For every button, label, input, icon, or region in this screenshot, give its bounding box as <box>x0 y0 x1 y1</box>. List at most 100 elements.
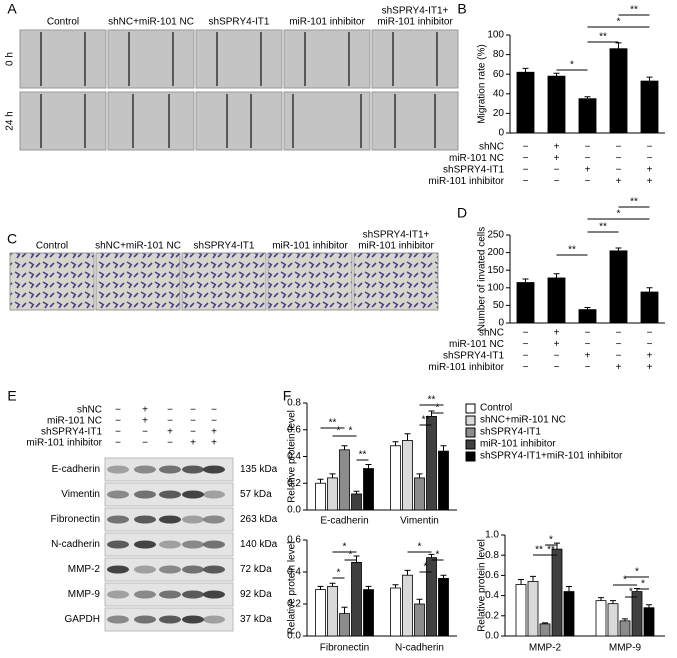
x-tick-label: MMP-2 <box>529 643 562 654</box>
treatment-sign: − <box>585 328 591 339</box>
bar <box>327 586 338 637</box>
treatment-sign: + <box>647 362 653 373</box>
treatment-sign: − <box>647 328 653 339</box>
y-tick-label: 0.4 <box>485 590 499 601</box>
treatment-sign: − <box>554 165 560 176</box>
treatment-sign: + <box>616 362 622 373</box>
treatment-sign: − <box>523 328 529 339</box>
blot-band <box>134 515 156 524</box>
legend-swatch <box>465 403 476 414</box>
column-label: shSPRY4-IT1 <box>194 241 255 252</box>
y-tick-label: 0.4 <box>287 451 301 462</box>
treatment-sign: − <box>115 438 121 449</box>
treatment-sign: + <box>554 153 560 164</box>
treatment-sign: − <box>554 362 560 373</box>
size-label: 37 kDa <box>240 614 272 625</box>
scratch-image <box>283 29 371 89</box>
bar <box>609 250 628 324</box>
error-bar <box>404 433 411 441</box>
treatment-sign: − <box>115 416 121 427</box>
treatment-sign: − <box>523 165 529 176</box>
y-axis-title: Relative protein level <box>477 539 488 632</box>
treatment-sign: − <box>554 176 560 187</box>
treatment-label: shNC <box>77 405 102 416</box>
legend-label: miR-101 inhibitor <box>480 439 556 450</box>
invasion-image <box>9 252 95 311</box>
blot-band <box>134 590 156 599</box>
blot-band <box>159 590 181 599</box>
significance-label: * <box>617 209 621 220</box>
y-tick-label: 0.6 <box>287 424 301 435</box>
significance-label: * <box>337 568 341 579</box>
treatment-sign: + <box>190 438 196 449</box>
protein-label: MMP-9 <box>68 589 101 600</box>
treatment-label: shSPRY4-IT1 <box>41 427 102 438</box>
y-tick-label: 0.2 <box>287 478 301 489</box>
size-label: 92 kDa <box>240 589 272 600</box>
treatment-label: shSPRY4-IT1 <box>443 351 504 362</box>
y-tick-label: 0.6 <box>287 535 301 546</box>
blot-band <box>203 540 225 549</box>
y-axis-title: Relative protein level <box>287 410 298 503</box>
treatment-sign: + <box>554 328 560 339</box>
significance-label: ** <box>630 197 638 208</box>
blot-band <box>182 590 204 599</box>
treatment-label: shNC <box>479 142 504 153</box>
bar <box>539 623 551 637</box>
bar <box>619 620 631 637</box>
y-tick-label: 100 <box>487 30 504 41</box>
treatment-sign: + <box>211 427 217 438</box>
column-label: Control <box>36 241 68 252</box>
treatment-sign: + <box>554 142 560 153</box>
treatment-sign: − <box>585 142 591 153</box>
y-tick-label: 60 <box>493 69 505 80</box>
invasion-image <box>181 252 267 311</box>
panel-label: E <box>7 388 16 404</box>
blot-band <box>203 465 225 474</box>
error-bar <box>317 585 324 590</box>
bar <box>578 309 597 324</box>
bar <box>515 584 527 637</box>
significance-label: ** <box>599 222 607 233</box>
blot-band <box>203 515 225 524</box>
legend-swatch <box>465 439 476 450</box>
column-label: miR-101 inhibitor <box>358 241 434 252</box>
bar <box>339 613 350 637</box>
y-tick-label: 200 <box>487 247 504 258</box>
significance-label: ** <box>428 395 436 406</box>
treatment-label: miR-101 inhibitor <box>26 438 102 449</box>
error-bar <box>329 582 336 587</box>
error-bar <box>392 584 399 588</box>
error-bar <box>365 464 372 469</box>
legend-swatch <box>465 427 476 438</box>
error-bar <box>646 76 653 82</box>
treatment-sign: + <box>167 427 173 438</box>
significance-label: * <box>623 575 627 586</box>
significance-label: * <box>436 550 440 561</box>
blot-band <box>134 465 156 474</box>
scratch-image <box>195 91 283 151</box>
treatment-sign: − <box>616 328 622 339</box>
error-bar <box>329 473 336 478</box>
x-tick-label: N-cadherin <box>395 643 444 654</box>
treatment-label: miR-101 inhibitor <box>428 362 504 373</box>
bar <box>578 98 597 134</box>
panel-label: B <box>457 1 466 17</box>
significance-label: ** <box>329 418 337 429</box>
treatment-sign: − <box>585 339 591 350</box>
bar <box>414 603 425 637</box>
y-tick-label: 0.2 <box>485 610 499 621</box>
treatment-sign: − <box>211 405 217 416</box>
legend-swatch <box>465 415 476 426</box>
error-bar <box>584 307 591 310</box>
blot-band <box>107 515 129 524</box>
blot-band <box>182 490 204 499</box>
treatment-sign: + <box>585 351 591 362</box>
bar <box>426 415 437 511</box>
y-tick-label: 1.0 <box>485 530 499 541</box>
treatment-label: miR-101 NC <box>47 416 102 427</box>
y-axis-title: Migration rate (%) <box>477 44 488 123</box>
bar <box>640 80 659 134</box>
treatment-sign: − <box>585 153 591 164</box>
